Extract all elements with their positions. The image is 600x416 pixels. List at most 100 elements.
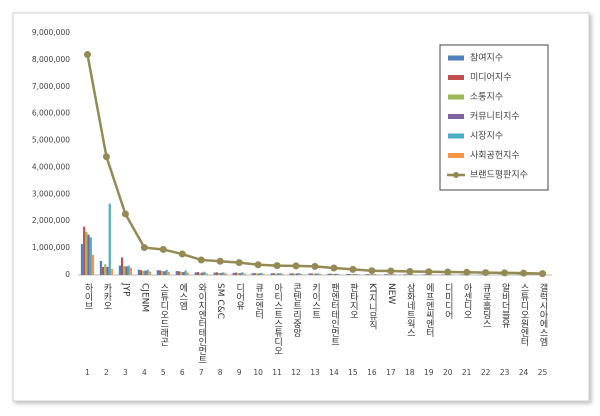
bar [317,273,319,275]
bar [176,271,178,275]
legend-label: 시장지수 [470,131,503,142]
line-marker [293,262,300,269]
bar [273,273,275,275]
bar [125,266,127,275]
x-tick-label: 큐브엔터 [253,283,263,320]
bar [313,274,315,275]
bar [370,274,372,275]
rank-label: 25 [538,368,548,377]
y-tick-label: 0 [65,270,70,279]
bar [403,274,405,275]
line-marker [349,266,356,273]
bar [119,266,121,275]
bar [372,274,374,275]
line-marker [501,269,508,276]
legend-swatch [448,153,464,158]
x-tick-label: CJENM [139,283,149,312]
bar [300,274,302,275]
y-tick-label: 3,000,000 [32,189,70,198]
legend-swatch [448,114,464,119]
bar [130,268,132,275]
rank-label: 15 [348,368,358,377]
bar [254,273,256,275]
line-marker [539,270,546,277]
bar [365,274,367,275]
line-marker [425,268,432,275]
x-tick-label: 큐로홀딩스 [481,283,491,328]
legend-label: 커뮤니티지수 [470,111,520,122]
y-tick-label: 9,000,000 [32,28,70,37]
rank-label: 5 [161,368,166,377]
legend-label: 사회공헌지수 [470,150,520,161]
bar [123,266,125,275]
legend-label: 소통지수 [470,92,503,103]
bar [289,273,291,275]
bar [330,274,332,275]
rank-label: 22 [481,368,491,377]
bar [201,273,203,275]
bar [142,271,144,275]
bar [239,273,241,275]
bar [441,274,443,275]
bar [180,272,182,275]
rank-label: 1 [85,368,90,377]
line-marker [312,263,319,270]
bar [214,273,216,275]
line-marker [520,270,527,277]
x-tick-label: 스튜디오드래곤 [158,283,168,346]
legend-swatch [448,75,464,80]
bar [355,274,357,275]
bar [357,274,359,275]
bar [187,273,189,275]
x-tick-label: 에프엔씨엔터 [424,283,434,338]
bar [140,270,142,275]
bar [389,274,391,275]
x-tick-label: 카카오 [101,283,111,310]
y-tick-label: 7,000,000 [32,82,70,91]
bar [144,271,146,275]
bar [353,274,355,275]
rank-label: 16 [367,368,377,377]
bar [85,232,87,275]
bar [157,270,159,275]
bar [443,274,445,275]
bar [292,273,294,275]
line-marker [255,261,262,268]
legend-swatch [448,95,464,100]
rank-label: 6 [180,368,185,377]
bar [412,274,414,275]
bar [111,269,113,275]
bar [386,274,388,275]
bar [199,273,201,275]
bar [338,274,340,275]
bar [237,273,239,275]
line-marker [179,251,186,258]
bar [270,273,272,275]
legend-label: 브랜드평판지수 [470,170,528,181]
line-marker [141,244,148,251]
rank-label: 9 [237,368,242,377]
bar [277,273,279,275]
bar [178,271,180,275]
bar [281,274,283,275]
line-marker [368,267,375,274]
bar [184,270,186,275]
bar [351,274,353,275]
bar [263,274,265,275]
bar [203,272,205,275]
bar [163,271,165,275]
bar [222,272,224,275]
rank-label: 18 [405,368,415,377]
bar [424,274,426,275]
legend-label: 미디어지수 [470,72,511,83]
x-tick-label: 갤럭시아에스엠 [538,282,548,346]
x-tick-label: 와이지엔터테인먼트 [196,282,206,364]
bar [182,272,184,275]
bar [90,237,92,275]
bar [81,244,83,275]
bar [460,274,462,275]
bar [296,273,298,275]
rank-label: 8 [218,368,223,377]
y-tick-label: 2,000,000 [32,216,70,225]
